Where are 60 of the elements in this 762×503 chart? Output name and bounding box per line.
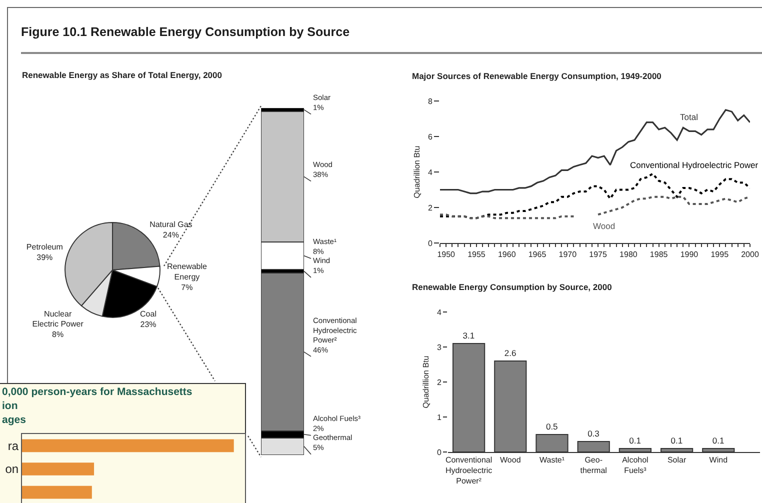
data-label: 0.3 <box>588 428 600 438</box>
y-tick-label: 0 <box>428 238 433 248</box>
x-tick-label: Wind <box>709 456 728 465</box>
data-label: 0.1 <box>712 436 724 446</box>
x-tick-label: Wood <box>500 456 521 465</box>
chart-subtitle: Renewable Energy as Share of Total Energy, 2000 <box>22 70 222 80</box>
y-tick-label: 2 <box>436 378 442 387</box>
y-tick-label: 0 <box>436 448 442 457</box>
x-tick-label: 2000 <box>741 250 760 259</box>
line-series <box>440 172 750 220</box>
chart-subtitle: ion <box>2 400 18 412</box>
slice-label: Nuclear Electric Power <box>32 309 84 329</box>
y-tick-label: 1 <box>436 412 442 422</box>
data-label: 8% <box>52 330 64 340</box>
x-tick-label: 1975 <box>589 250 608 259</box>
y-tick-label: 4 <box>428 168 433 177</box>
x-tick-label: Geo-thermal <box>580 456 608 475</box>
x-tick-label: 1965 <box>528 250 547 259</box>
x-tick-label: 1955 <box>468 250 486 259</box>
slice-label: Natural Gas <box>150 220 192 230</box>
slice-label: Petroleum <box>26 242 64 252</box>
x-tick-label: Conventional Hydroelectric Power² <box>445 456 492 486</box>
y-tick-label: on <box>5 462 19 476</box>
data-label: 0.1 <box>629 436 642 446</box>
x-tick-label: 1995 <box>710 250 730 259</box>
chart-title: Figure 10.1 Renewable Energy Consumption by Source <box>21 25 350 39</box>
series-label: Wood <box>593 221 616 231</box>
data-label: 39% <box>36 252 53 262</box>
x-tick-label: 1980 <box>620 250 638 259</box>
y-tick-label: 8 <box>428 96 433 106</box>
chart-title: Major Sources of Renewable Energy Consumption, 1949-2000 <box>412 71 662 81</box>
x-tick-label: 1990 <box>680 250 699 259</box>
data-label: 0.5 <box>546 422 558 432</box>
series-label: Total <box>680 112 698 122</box>
data-label: 0.1 <box>670 436 683 446</box>
x-tick-label: 1970 <box>558 250 578 259</box>
text: ages <box>2 414 26 426</box>
y-axis-title: Quadrillion Btu <box>422 356 431 408</box>
slice-label: Coal <box>140 309 157 318</box>
x-tick-label: Solar <box>667 456 686 465</box>
y-tick-label: 2 <box>428 203 433 212</box>
y-axis-title: Quadrillion Btu <box>412 146 422 198</box>
data-label: 23% <box>140 320 156 329</box>
x-tick-label: Alcohol Fuels³ <box>622 456 649 475</box>
y-tick-label: ra <box>8 438 19 453</box>
x-tick-label: 1950 <box>437 250 456 259</box>
data-label: 24% <box>162 230 179 240</box>
slice-label: Renewable Energy <box>166 262 208 282</box>
data-label: 7% <box>181 282 193 292</box>
y-tick-label: 4 <box>436 308 442 317</box>
x-tick-label: 1960 <box>498 250 516 259</box>
x-tick-label: Waste¹ <box>539 456 565 465</box>
data-label: 2.6 <box>504 348 516 358</box>
x-tick-label: 1985 <box>650 250 668 259</box>
y-tick-label: 6 <box>428 132 433 142</box>
chart-title: 0,000 person-years for Massachusetts <box>2 386 192 398</box>
y-tick-label: 3 <box>436 342 442 352</box>
chart-title: Renewable Energy Consumption by Source, 2000 <box>412 282 612 292</box>
data-label: 3.1 <box>462 330 475 340</box>
series-label: Conventional Hydroelectric Power <box>630 160 758 170</box>
